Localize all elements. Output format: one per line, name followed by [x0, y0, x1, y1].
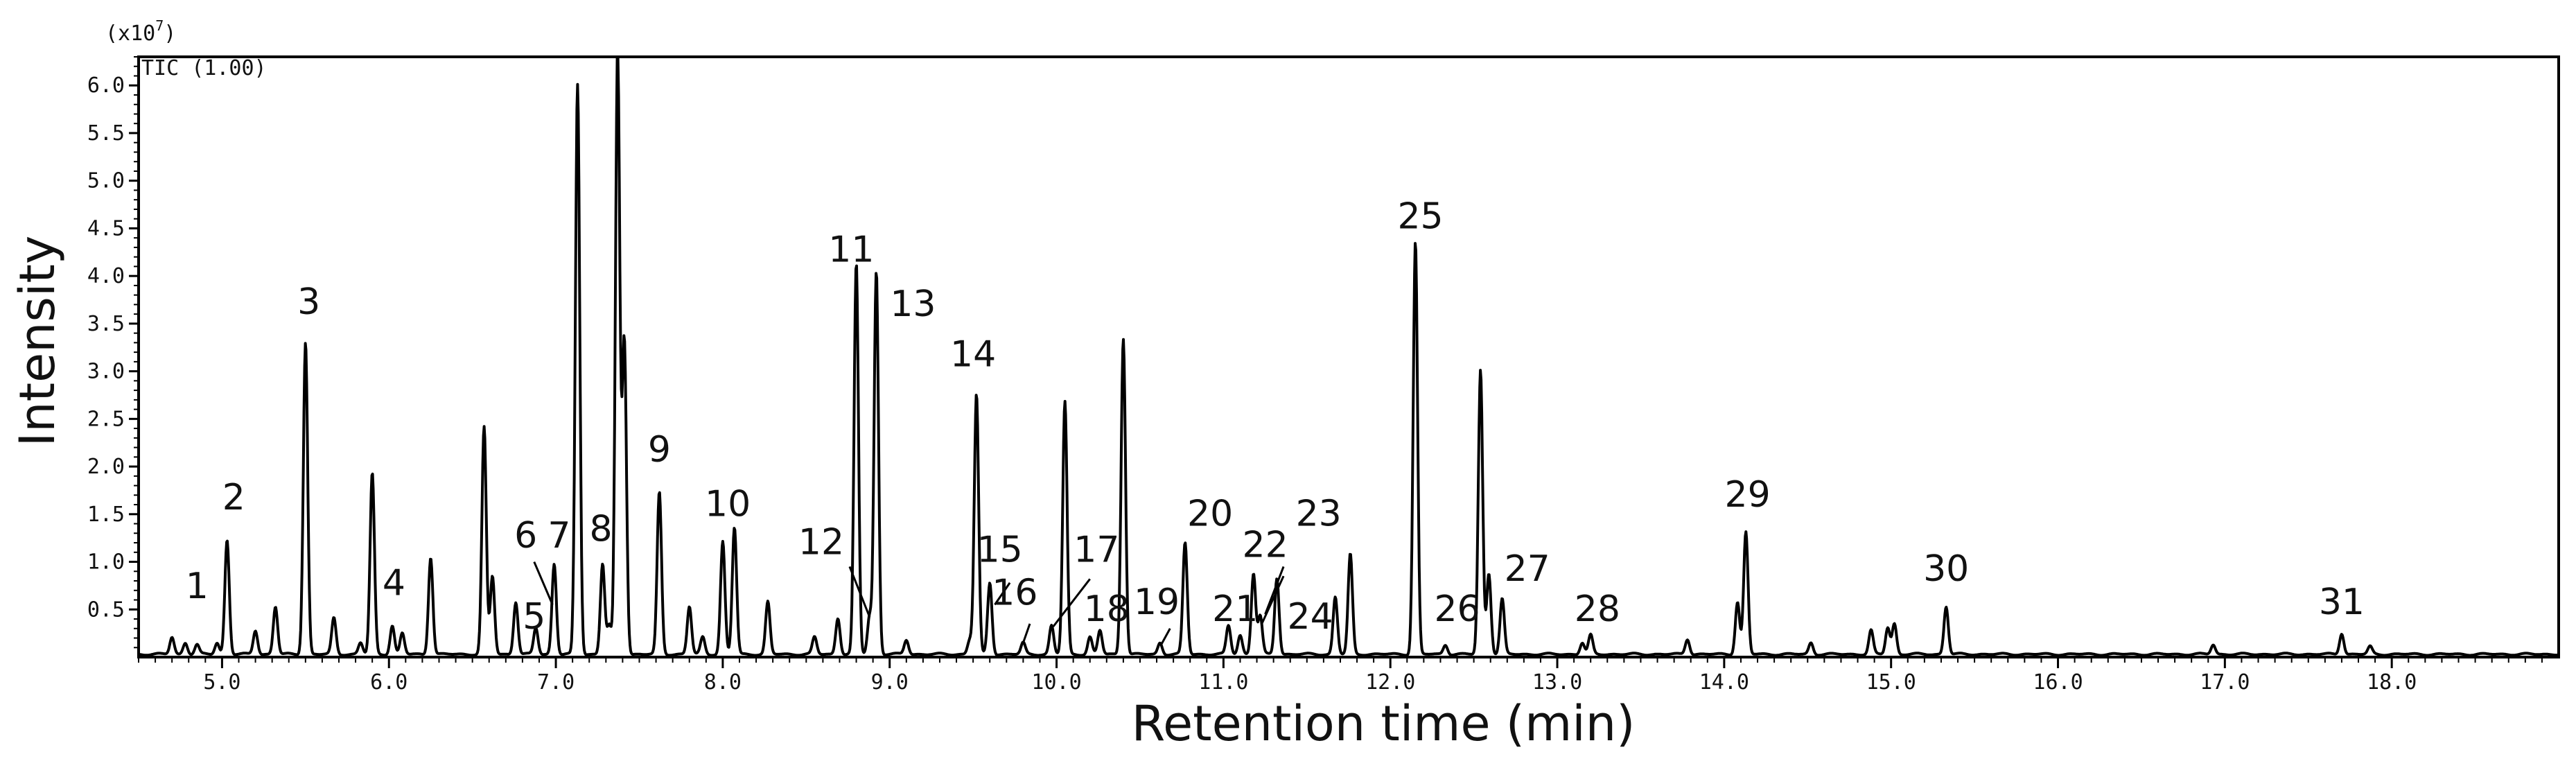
x-tick-label: 11.0: [1198, 670, 1248, 695]
x-tick-label: 10.0: [1031, 670, 1081, 695]
x-tick-label: 6.0: [370, 670, 408, 695]
y-axis-title: Intensity: [9, 236, 66, 447]
peak-label-16: 16: [992, 572, 1037, 613]
peak-label-30: 30: [1923, 548, 1969, 590]
y-tick-label: 5.5: [87, 121, 125, 146]
peak-label-21: 21: [1212, 588, 1258, 630]
peak-label-14: 14: [950, 334, 996, 376]
peak-leader-line: [1261, 575, 1285, 625]
peak-label-7: 7: [547, 515, 570, 557]
peak-label-20: 20: [1187, 493, 1233, 534]
y-tick-label: 0.5: [87, 597, 125, 622]
peak-label-5: 5: [523, 596, 545, 638]
peak-label-6: 6: [514, 515, 537, 557]
peak-leader-line: [848, 566, 871, 618]
x-tick-label: 8.0: [704, 670, 742, 695]
y-tick-label: 6.0: [87, 73, 125, 98]
tic-trace-line: [138, 55, 2559, 657]
peak-label-18: 18: [1084, 588, 1130, 630]
peak-leader-line: [1160, 628, 1171, 645]
peak-label-1: 1: [186, 566, 209, 607]
peak-label-10: 10: [705, 484, 751, 525]
peak-label-31: 31: [2319, 582, 2365, 623]
y-tick-label: 4.0: [87, 264, 125, 288]
peak-label-28: 28: [1575, 588, 1620, 630]
x-axis-title: Retention time (min): [1132, 695, 1636, 752]
peak-leader-line: [1022, 623, 1031, 643]
peak-leader-line: [1264, 566, 1285, 615]
leader-lines: [533, 561, 1285, 645]
x-tick-label: 9.0: [871, 670, 909, 695]
x-tick-label: 17.0: [2200, 670, 2250, 695]
y-tick-label: 3.0: [87, 360, 125, 384]
peak-label-3: 3: [297, 281, 320, 323]
peak-label-2: 2: [222, 477, 245, 518]
peak-label-22: 22: [1243, 525, 1288, 566]
x-tick-label: 5.0: [203, 670, 240, 695]
peak-leader-line: [994, 582, 1011, 606]
x-tick-label: 14.0: [1699, 670, 1749, 695]
peak-label-25: 25: [1397, 195, 1443, 237]
x-tick-label: 7.0: [537, 670, 575, 695]
peak-label-9: 9: [648, 429, 671, 471]
y-tick-label: 2.0: [87, 455, 125, 479]
peak-label-8: 8: [590, 508, 613, 550]
peak-leader-line: [1052, 578, 1091, 627]
peak-label-4: 4: [383, 563, 405, 604]
x-tick-label: 12.0: [1365, 670, 1415, 695]
x-tick-label: 13.0: [1532, 670, 1582, 695]
y-tick-label: 3.5: [87, 312, 125, 336]
y-scale-multiplier: (x107): [105, 17, 176, 46]
trace-label: TIC (1.00): [141, 56, 267, 80]
peak-label-27: 27: [1505, 548, 1550, 590]
peak-label-15: 15: [977, 530, 1023, 571]
peak-label-13: 13: [890, 283, 936, 325]
peak-leader-line: [533, 561, 554, 605]
x-tick-label: 18.0: [2367, 670, 2417, 695]
peak-label-17: 17: [1074, 530, 1119, 571]
peak-label-26: 26: [1434, 588, 1480, 630]
plot-frame: [137, 55, 2560, 658]
peak-label-12: 12: [798, 522, 844, 564]
y-tick-label: 4.5: [87, 216, 125, 241]
x-tick-label: 15.0: [1866, 670, 1916, 695]
peak-label-24: 24: [1288, 596, 1333, 638]
y-tick-label: 2.5: [87, 407, 125, 431]
y-tick-label: 1.0: [87, 550, 125, 575]
y-tick-label: 1.5: [87, 503, 125, 527]
y-tick-label: 5.0: [87, 169, 125, 193]
x-tick-label: 16.0: [2033, 670, 2083, 695]
peak-label-11: 11: [828, 229, 874, 271]
peak-label-29: 29: [1724, 474, 1770, 516]
peak-label-19: 19: [1134, 582, 1180, 623]
peak-label-23: 23: [1296, 493, 1342, 534]
